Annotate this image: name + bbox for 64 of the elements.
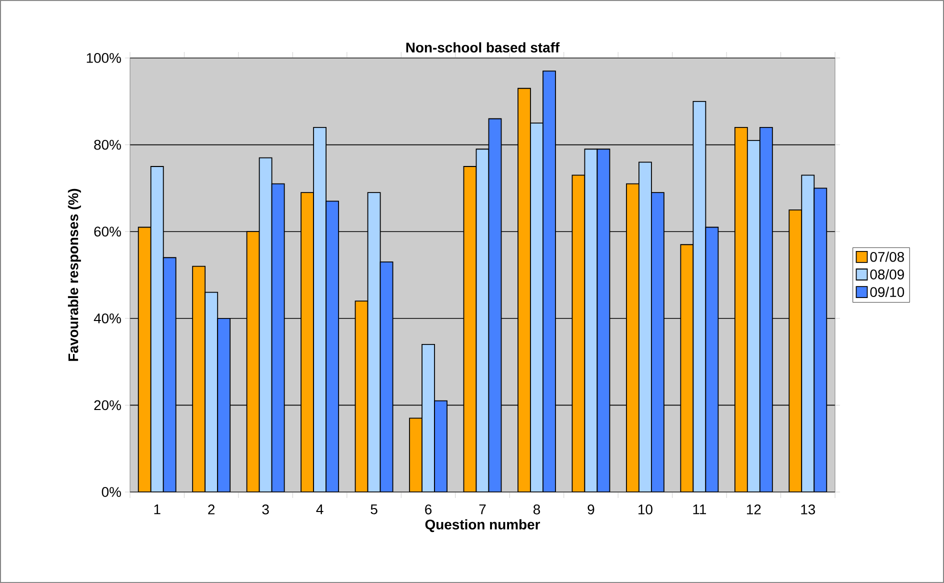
bar bbox=[734, 126, 748, 492]
bar bbox=[434, 400, 448, 492]
bar bbox=[788, 209, 802, 492]
y-tick-label: 60% bbox=[94, 226, 121, 237]
bar bbox=[380, 262, 393, 492]
bar bbox=[368, 192, 380, 492]
bar bbox=[422, 344, 435, 492]
bar bbox=[680, 244, 694, 492]
bar bbox=[692, 100, 706, 492]
legend-label: 09/10 bbox=[870, 286, 904, 298]
legend-label: 08/09 bbox=[870, 269, 904, 280]
bar bbox=[530, 122, 544, 492]
bar bbox=[759, 126, 773, 492]
bar bbox=[326, 200, 340, 492]
bar bbox=[271, 183, 285, 492]
bar bbox=[596, 148, 610, 492]
x-tick-label: 1 bbox=[154, 504, 160, 514]
bar bbox=[204, 292, 218, 492]
y-tick-label: 40% bbox=[94, 313, 121, 324]
bar bbox=[409, 418, 422, 492]
x-tick-label: 6 bbox=[425, 504, 432, 514]
x-tick-label: 11 bbox=[693, 504, 706, 514]
bar bbox=[814, 188, 828, 492]
bar bbox=[150, 166, 164, 492]
x-tick-label: 5 bbox=[370, 504, 378, 514]
bar bbox=[476, 148, 490, 492]
bar bbox=[572, 174, 586, 492]
bar bbox=[584, 148, 598, 492]
bar bbox=[355, 301, 368, 492]
bar bbox=[463, 166, 477, 492]
x-tick-label: 10 bbox=[638, 504, 652, 514]
bar bbox=[626, 183, 640, 492]
bar bbox=[258, 157, 272, 492]
bar bbox=[801, 174, 815, 492]
bar bbox=[651, 192, 664, 492]
x-tick-label: 7 bbox=[479, 504, 486, 514]
y-tick-label: 100% bbox=[86, 53, 121, 63]
bar bbox=[192, 266, 206, 492]
x-tick-label: 9 bbox=[588, 504, 594, 514]
x-tick-label: 8 bbox=[533, 504, 540, 514]
legend-label: 07/08 bbox=[870, 252, 904, 262]
bar bbox=[300, 192, 314, 492]
x-tick-label: 3 bbox=[262, 504, 269, 514]
bar bbox=[746, 140, 760, 492]
bar bbox=[313, 126, 327, 492]
bar bbox=[488, 118, 502, 492]
bar bbox=[162, 257, 176, 492]
y-tick-label: 0% bbox=[102, 487, 121, 497]
x-axis-title: Question number bbox=[425, 519, 540, 532]
bar bbox=[542, 70, 556, 492]
bar bbox=[705, 226, 719, 492]
y-tick-label: 20% bbox=[94, 400, 121, 410]
bar bbox=[217, 318, 231, 492]
y-tick-label: 80% bbox=[94, 140, 121, 150]
bar bbox=[246, 231, 260, 492]
chart-title: Non-school based staff bbox=[406, 42, 560, 52]
x-tick-label: 2 bbox=[208, 504, 215, 514]
y-axis-title: Favourable responses (%) bbox=[68, 188, 81, 361]
bar bbox=[518, 88, 531, 492]
x-tick-label: 13 bbox=[801, 504, 816, 514]
x-tick-label: 4 bbox=[316, 504, 324, 514]
x-tick-label: 12 bbox=[746, 504, 761, 514]
bar bbox=[138, 226, 152, 492]
bar bbox=[638, 162, 652, 492]
